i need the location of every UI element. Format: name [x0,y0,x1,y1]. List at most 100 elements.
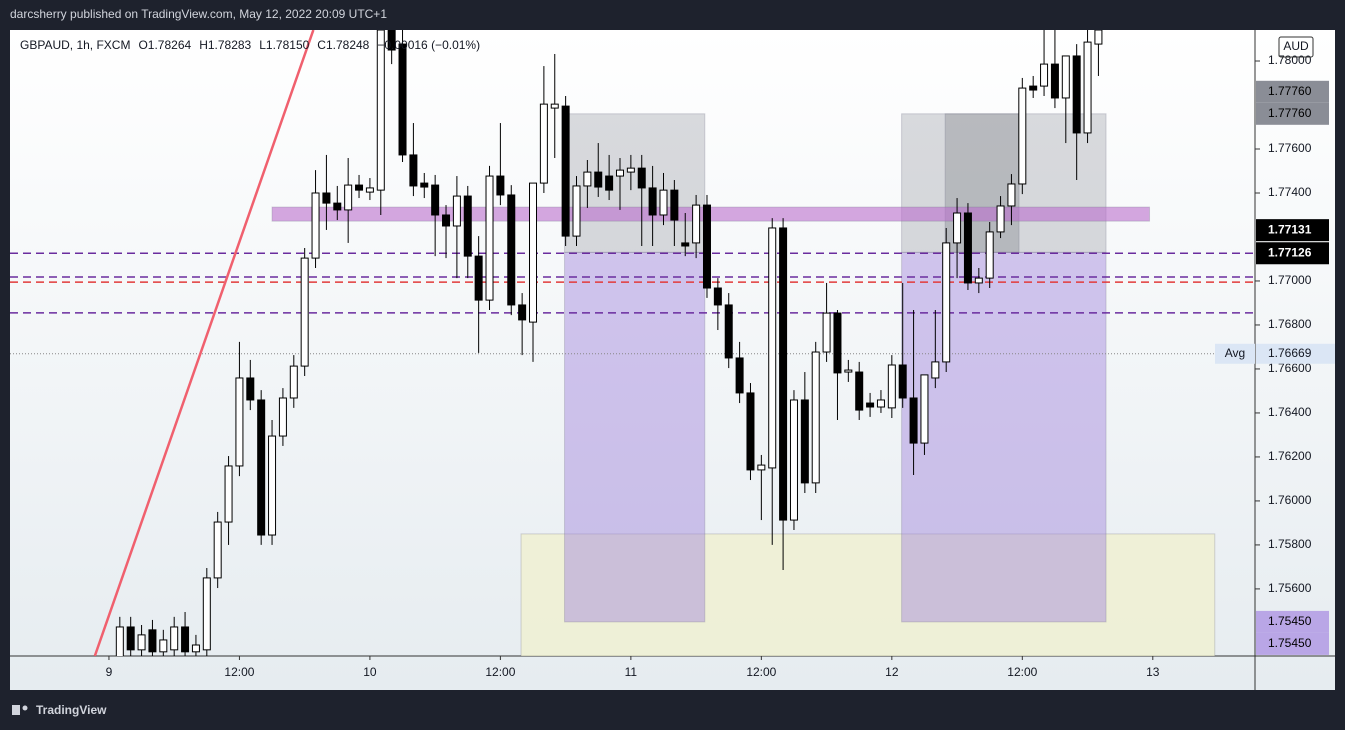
candle-body [822,312,831,353]
candle-body [442,214,451,227]
candle-body [594,171,603,188]
candle-body [942,242,951,363]
y-tick-label: 1.77000 [1268,273,1312,287]
candle-body [605,175,614,191]
zone [520,533,1216,656]
y-tick-label: 1.76000 [1268,493,1312,507]
price-label: 1.77760 [1268,84,1312,98]
candle-body [779,227,788,521]
candle-body [1083,41,1092,134]
candle-body [268,435,277,536]
price-label-bg [1256,219,1329,242]
candle-body [431,184,440,216]
candle-body [278,397,287,437]
candle-body [376,30,385,191]
candle-body [518,304,527,321]
candle-body [583,171,592,187]
candle-body [289,365,298,399]
candle-body [615,169,624,177]
candle-body [191,644,200,653]
x-tick-label: 12 [885,665,899,679]
candle-body [659,189,668,216]
x-tick-label: 13 [1146,665,1160,679]
price-label-bg [1256,102,1329,125]
candle-body [833,312,842,374]
candle-body [702,204,711,289]
candle-body [387,30,396,51]
candle-body [322,192,331,204]
price-label-bg [1256,242,1329,265]
candle-body [735,357,744,394]
logo-mark [12,705,20,715]
candle-body [1061,55,1070,99]
logo-mark [22,705,28,711]
candle-body [148,629,157,653]
candle-body [800,399,809,484]
candle-body [507,194,516,306]
zone [564,251,706,623]
legend-item: O1.78264 [138,38,191,52]
candle-body [474,255,483,301]
candle-body [931,361,940,379]
y-tick-label: 1.77600 [1268,141,1312,155]
candle-body [202,577,211,651]
avg-label-bg [1256,343,1335,364]
candle-body [181,626,190,653]
candle-body [1050,63,1059,99]
candle-body [420,182,429,188]
x-tick-label: 12:00 [485,665,515,679]
x-tick-label: 12:00 [1007,665,1037,679]
candle-body [529,182,538,323]
y-tick-label: 1.76400 [1268,405,1312,419]
candle-body [550,103,559,109]
price-label-bg [1256,610,1329,633]
candle-body [355,184,364,191]
legend-item: C1.78248 [317,38,369,52]
avg-tag [1215,343,1255,364]
candle-body [126,626,135,651]
y-tick-label: 1.78000 [1268,53,1312,67]
y-tick-label: 1.76800 [1268,317,1312,331]
candle-body [844,369,853,373]
candle-body [539,103,548,184]
trend-line [93,30,315,656]
y-tick-label: 1.75600 [1268,581,1312,595]
footer: TradingView [36,703,107,717]
candle-body [1094,30,1103,45]
candle-body [909,397,918,444]
candle-body [213,521,222,579]
candle-body [626,167,635,173]
price-label-bg [1256,632,1329,655]
price-label: 1.77760 [1268,106,1312,120]
candle-body [257,399,266,536]
avg-name: Avg [1225,346,1245,360]
price-label: 1.77131 [1268,222,1312,236]
x-tick-label: 12:00 [224,665,254,679]
price-label: 1.75450 [1268,614,1312,628]
header: darcsherry published on TradingView.com,… [10,7,387,21]
candle-body [224,465,233,523]
candle-body [246,377,255,401]
candle-body [866,402,875,408]
candle-body [463,195,472,257]
candle-body [713,287,722,306]
candle-body [692,204,701,244]
candle-body [344,184,353,211]
x-tick-label: 9 [106,665,113,679]
candle-body [561,105,570,237]
candle-body [953,212,962,244]
candle-body [985,231,994,279]
candle-body [974,277,983,284]
x-tick-label: 12:00 [746,665,776,679]
overlay: GBPAUD, 1h, FXCM O1.78264 H1.78283 L1.78150… [20,38,1335,679]
legend-item: H1.78283 [199,38,251,52]
candle-body [300,257,309,367]
candle-body [1029,85,1038,91]
candle-body [1072,55,1081,134]
candle-body [757,464,766,471]
x-tick-label: 11 [625,665,638,679]
logo: TradingView [12,703,107,717]
x-tick-label: 10 [363,665,377,679]
